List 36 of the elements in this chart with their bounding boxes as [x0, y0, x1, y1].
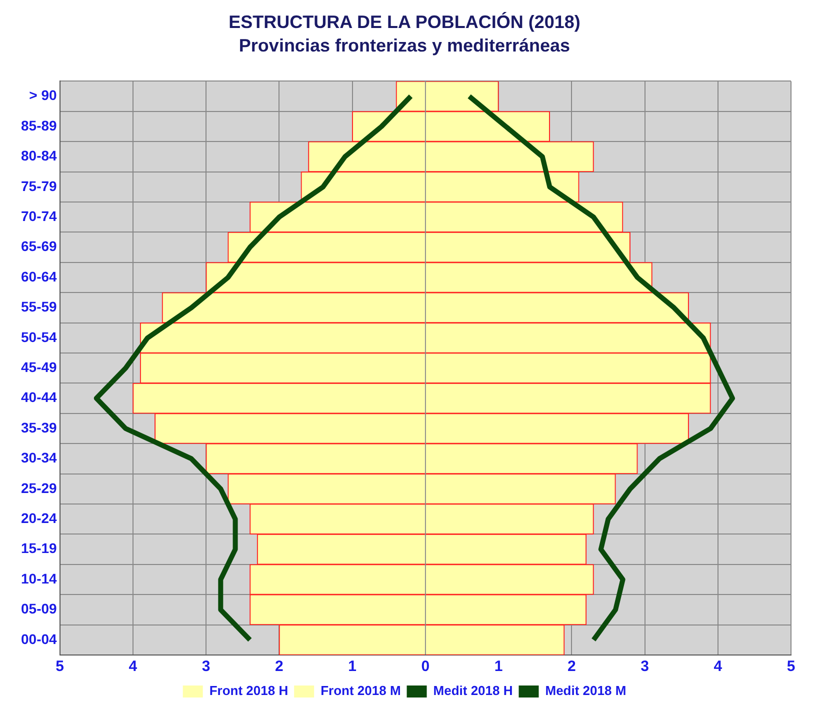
x-tick-label: 5: [56, 658, 64, 676]
y-tick-label: 80-84: [20, 148, 58, 164]
x-tick-label: 1: [494, 658, 503, 676]
x-tick-label: 2: [567, 658, 576, 676]
y-tick-label: 85-89: [20, 117, 58, 134]
y-tick-label: 45-49: [20, 358, 58, 375]
y-tick-label: 70-74: [20, 208, 58, 224]
legend-label: Medit 2018 H: [433, 683, 513, 698]
y-tick-label: 75-79: [20, 178, 58, 194]
x-tick-label: 5: [786, 658, 796, 676]
y-tick-label: 55-59: [20, 298, 58, 315]
y-tick-label: 65-69: [20, 238, 58, 254]
y-tick-label: 10-14: [20, 570, 58, 586]
y-tick-label: 50-54: [20, 328, 58, 345]
y-tick-label: 40-44: [20, 389, 58, 406]
x-tick-label: 4: [128, 658, 138, 676]
y-tick-label: 35-39: [20, 419, 58, 436]
x-tick-label: 3: [640, 658, 649, 676]
x-tick-label: 0: [421, 658, 430, 676]
y-tick-label: 30-34: [20, 450, 58, 466]
y-tick-label: 60-64: [20, 268, 58, 284]
chart-title: ESTRUCTURA DE LA POBLACIÓN (2018): [228, 12, 580, 32]
legend-label: Medit 2018 M: [545, 683, 626, 698]
legend-label: Front 2018 M: [320, 683, 401, 698]
y-tick-label: 20-24: [20, 510, 58, 526]
legend-label: Front 2018 H: [209, 683, 288, 698]
y-tick-label: 25-29: [20, 480, 58, 496]
y-tick-label: 00-04: [20, 630, 58, 647]
y-tick-label: 15-19: [20, 540, 58, 556]
x-tick-label: 3: [202, 658, 210, 676]
y-tick-label: 05-09: [20, 600, 58, 617]
x-tick-label: 4: [714, 658, 723, 676]
chart-subtitle: Provincias fronterizas y mediterráneas: [238, 35, 570, 56]
y-tick-label: > 90: [29, 87, 58, 104]
x-tick-label: 1: [348, 658, 356, 676]
x-tick-label: 2: [274, 658, 284, 676]
